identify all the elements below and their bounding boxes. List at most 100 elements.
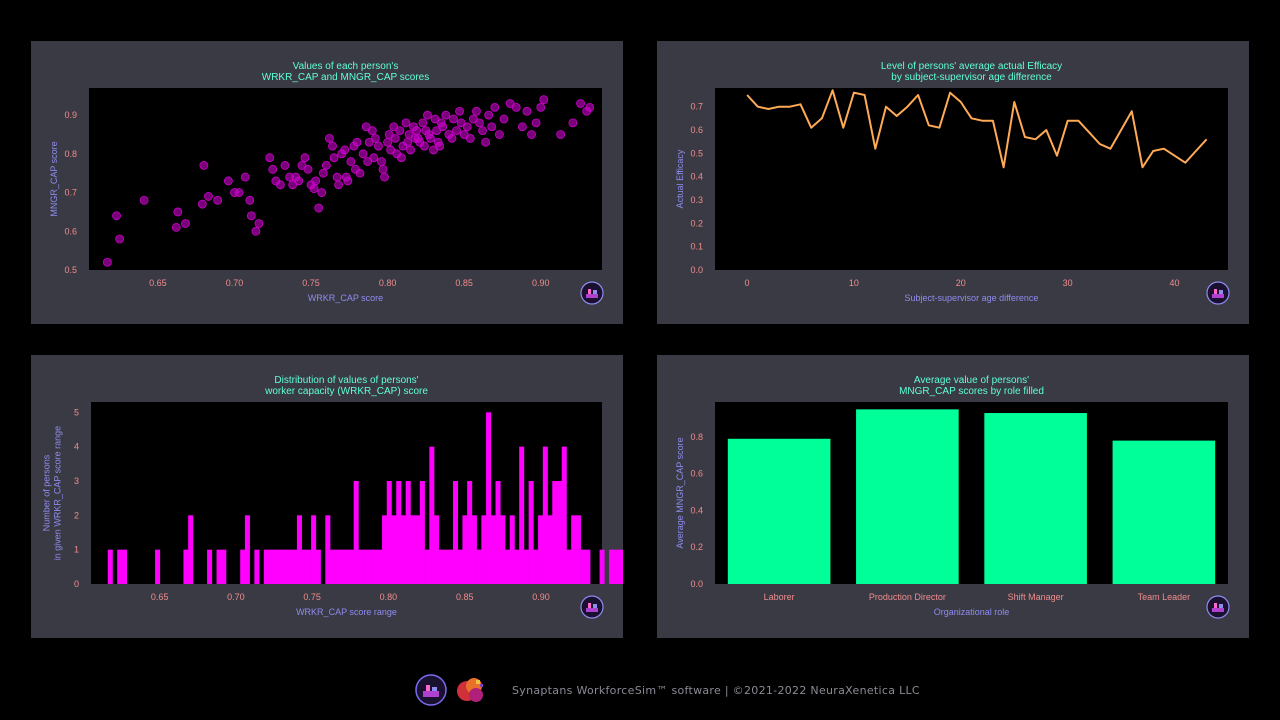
y-tick-label: 0 <box>74 579 79 589</box>
line-panel: Level of persons' average actual Efficac… <box>657 41 1249 324</box>
scatter-point <box>462 122 472 132</box>
histogram-bar <box>448 549 454 584</box>
scatter-point <box>401 118 411 128</box>
scatter-point <box>204 192 213 201</box>
y-tick-label: 0.8 <box>690 432 703 442</box>
histogram-bar <box>443 549 449 584</box>
scatter-point <box>309 184 319 194</box>
scatter-point <box>494 130 504 139</box>
scatter-point <box>223 176 233 186</box>
histogram-bar <box>585 549 591 584</box>
x-tick-label: Production Director <box>869 592 946 602</box>
scatter-point <box>432 126 442 135</box>
histogram-bar <box>533 549 539 584</box>
histogram-bar <box>476 549 482 584</box>
histogram-bar <box>452 480 458 584</box>
scatter-point <box>423 110 432 120</box>
x-tick-label: 0.85 <box>456 592 474 602</box>
scatter-point <box>171 223 181 232</box>
histogram-bar <box>471 515 477 584</box>
scatter-point <box>102 257 112 267</box>
scatter-point <box>447 133 457 143</box>
x-tick-label: 0.70 <box>226 278 244 288</box>
y-tick-label: 0.1 <box>690 242 703 252</box>
histogram-bar <box>405 480 411 584</box>
histogram-bar <box>396 480 402 584</box>
scatter-point <box>213 195 223 205</box>
scatter-point <box>234 188 244 197</box>
scatter-point <box>412 126 422 135</box>
scatter-point <box>334 180 344 190</box>
y-tick-label: 0.0 <box>690 265 703 275</box>
scatter-point <box>380 172 389 182</box>
histogram-bar <box>490 515 496 584</box>
scatter-point <box>364 137 374 147</box>
scatter-point <box>245 195 255 205</box>
histogram-bar <box>292 549 298 584</box>
histogram-bar <box>514 549 520 584</box>
scatter-point <box>139 195 149 205</box>
histogram-bar <box>566 549 572 584</box>
y-axis-label: MNGR_CAP score <box>49 141 59 216</box>
histogram-bar <box>410 515 416 584</box>
y-tick-label: 0.7 <box>64 188 77 198</box>
scatter-point <box>459 130 469 139</box>
histogram-bar <box>547 515 553 584</box>
y-tick-label: 0.9 <box>64 110 77 120</box>
y-tick-label: 0.2 <box>690 218 703 228</box>
scatter-point <box>369 153 379 163</box>
chart-title: worker capacity (WRKR_CAP) score <box>264 386 428 397</box>
histogram-bar <box>561 446 567 584</box>
y-tick-label: 0.4 <box>690 505 703 515</box>
scatter-point <box>112 211 121 221</box>
histogram-bar <box>618 549 623 584</box>
histogram-bar <box>481 515 487 584</box>
histogram-bar <box>504 549 511 584</box>
x-tick-label: 0.75 <box>303 592 321 602</box>
histogram-bar <box>344 549 350 584</box>
x-tick-label: 0.65 <box>151 592 169 602</box>
scatter-point <box>240 172 250 182</box>
scatter-point <box>386 145 396 155</box>
scatter-point <box>465 133 475 143</box>
x-tick-label: 40 <box>1170 278 1180 288</box>
x-axis-label: Subject-supervisor age difference <box>905 293 1039 303</box>
footer-copyright: Synaptans WorkforceSim™ software | ©2021… <box>512 684 920 697</box>
scatter-point <box>406 145 415 155</box>
bar-chart: Average value of persons'MNGR_CAP scores… <box>675 375 1230 619</box>
scatter-point <box>280 161 290 170</box>
scatter-point <box>475 118 484 128</box>
scatter-point <box>367 126 377 135</box>
scatter-point <box>329 153 339 163</box>
bar <box>856 409 959 584</box>
histogram-bar <box>330 549 336 584</box>
histogram-bar <box>462 515 468 584</box>
histogram-bar <box>268 549 274 584</box>
scatter-point <box>346 157 356 166</box>
scatter-point <box>536 102 546 112</box>
histogram-bar <box>486 412 492 584</box>
x-tick-label: 0.90 <box>532 592 550 602</box>
scatter-point <box>490 102 500 112</box>
histogram-bar <box>155 549 161 584</box>
scatter-point <box>251 226 261 236</box>
histogram-bar <box>377 549 383 584</box>
histogram-bar <box>382 515 388 584</box>
y-tick-label: 0.3 <box>690 195 703 205</box>
scatter-point <box>527 130 536 139</box>
scatter-point <box>328 141 337 151</box>
histogram-chart: Distribution of values of persons'worker… <box>42 375 623 619</box>
x-tick-label: Laborer <box>764 592 795 602</box>
x-tick-label: 0.90 <box>532 278 550 288</box>
y-axis-label: Number of persons <box>42 454 52 531</box>
histogram-bar <box>523 549 529 584</box>
chart-logo-icon <box>1206 281 1230 305</box>
scatter-point <box>481 137 491 147</box>
scatter-point <box>505 99 515 108</box>
histogram-bar <box>296 515 302 584</box>
histogram-bar <box>301 549 307 584</box>
scatter-point <box>531 118 541 128</box>
scatter-point <box>340 145 350 155</box>
scatter-point <box>449 114 458 124</box>
scatter-point <box>276 180 285 190</box>
